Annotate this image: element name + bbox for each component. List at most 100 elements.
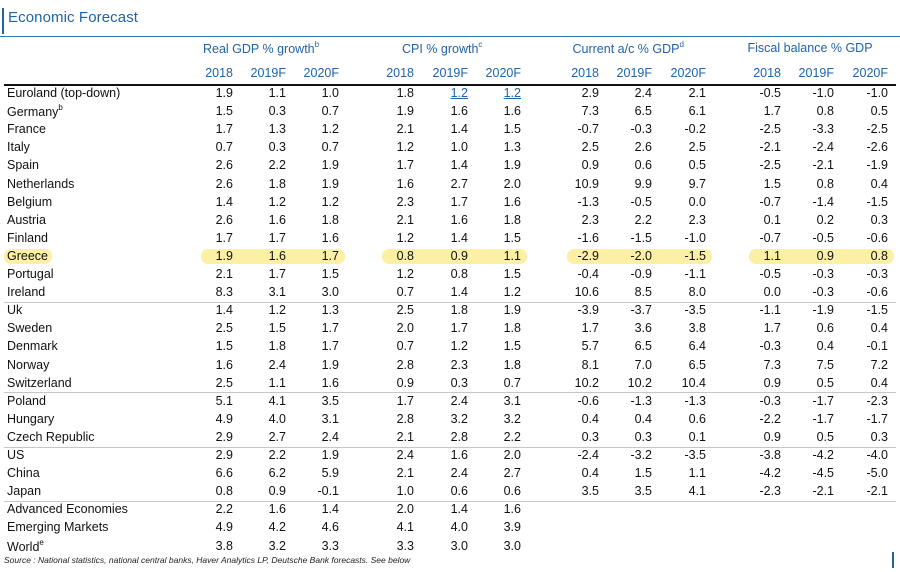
table-cell: 2.5 <box>215 375 233 390</box>
table-cell: -0.4 <box>577 267 599 281</box>
table-cell: 1.7 <box>321 248 339 263</box>
table-cell: -0.7 <box>577 122 599 137</box>
table-cell: 1.6 <box>268 248 286 263</box>
table-cell: -3.5 <box>684 303 706 318</box>
table-cell: 1.6 <box>450 448 468 462</box>
row-label-text: Euroland (top-down) <box>7 86 121 100</box>
table-cell: 2.4 <box>321 429 339 444</box>
highlight-band <box>567 248 712 264</box>
table-cell: 1.7 <box>396 158 414 173</box>
table-cell: 8.1 <box>581 357 599 372</box>
table-cell: 4.2 <box>268 520 286 535</box>
table-cell: -1.5 <box>684 248 706 263</box>
table-cell: 6.1 <box>688 104 706 119</box>
table-cell: -3.8 <box>759 448 781 462</box>
table-cell: 3.3 <box>321 538 339 553</box>
table-cell: 0.7 <box>215 140 233 155</box>
table-cell: 1.0 <box>396 484 414 499</box>
row-label-text: Ireland <box>7 285 46 300</box>
row-label: China <box>7 466 40 480</box>
table-cell: 0.8 <box>816 104 834 119</box>
table-cell: 2.4 <box>268 357 286 372</box>
table-cell: 2.3 <box>450 357 468 372</box>
table-row: Czech Republic 2.9 2.7 2.4 2.1 2.8 2.2 0.3 0.3 0.… <box>0 429 900 447</box>
table-cell: 0.6 <box>688 411 706 426</box>
table-cell: 6.2 <box>268 466 286 481</box>
table-cell: 1.2 <box>450 339 468 354</box>
row-label: Spain <box>7 158 39 172</box>
table-cell: 1.6 <box>503 502 521 517</box>
row-label: US <box>7 448 24 462</box>
row-label-text: France <box>7 122 46 137</box>
source-note: Source : National statistics, national c… <box>4 555 411 565</box>
table-cell: 0.5 <box>816 375 834 390</box>
table-cell: 1.7 <box>268 230 286 245</box>
table-cell: 2.1 <box>396 212 414 227</box>
footnote-marker: b <box>314 40 320 49</box>
table-cell: 1.2 <box>321 194 339 209</box>
row-label-text: Advanced Economies <box>7 502 128 517</box>
table-cell: 7.3 <box>581 104 599 119</box>
table-row: Switzerland 2.5 1.1 1.6 0.9 0.3 0.7 10.2 10.2 10.… <box>0 375 900 393</box>
group-header-label: CPI % growth <box>402 42 479 57</box>
table-cell: -3.5 <box>684 448 706 462</box>
table-cell: 8.3 <box>215 285 233 300</box>
table-cell: 1.2 <box>321 122 339 137</box>
table-cell: 1.5 <box>503 230 521 245</box>
table-cell: 2.2 <box>268 448 286 462</box>
table-cell: 1.6 <box>450 104 468 119</box>
table-cell: 1.6 <box>396 176 414 191</box>
table-cell: -2.1 <box>866 484 888 499</box>
row-label-text: Denmark <box>7 339 58 354</box>
row-label-text: Norway <box>7 357 50 372</box>
table-cell: 3.1 <box>321 411 339 426</box>
table-cell: 8.5 <box>634 285 652 300</box>
table-cell: 0.6 <box>634 158 652 173</box>
table-cell: 5.7 <box>581 339 599 354</box>
table-cell-link[interactable]: 1.2 <box>503 86 521 100</box>
highlight-band <box>382 248 527 264</box>
row-separator <box>4 500 896 502</box>
table-cell: 1.7 <box>215 230 233 245</box>
table-cell: -0.7 <box>759 230 781 245</box>
table-cell: 0.9 <box>450 248 468 263</box>
table-cell: 0.9 <box>396 375 414 390</box>
table-cell: 2.9 <box>581 86 599 100</box>
table-cell: 4.0 <box>268 411 286 426</box>
table-cell: 1.2 <box>268 194 286 209</box>
row-label-text: Czech Republic <box>7 429 95 444</box>
row-label: Advanced Economies <box>7 502 128 516</box>
table-cell: 0.8 <box>396 248 414 263</box>
table-cell: 1.7 <box>581 321 599 336</box>
table-cell: 2.5 <box>215 321 233 336</box>
table-cell: 1.6 <box>321 375 339 390</box>
table-cell: 3.8 <box>688 321 706 336</box>
table-cell: 0.3 <box>268 140 286 155</box>
highlight-band <box>749 248 894 264</box>
table-cell: 2.6 <box>634 140 652 155</box>
table-cell: -2.0 <box>630 248 652 263</box>
table-cell: 0.8 <box>450 267 468 281</box>
table-cell: -0.6 <box>577 393 599 408</box>
table-cell: -1.3 <box>577 194 599 209</box>
table-cell: 1.6 <box>268 502 286 517</box>
table-cell: -1.5 <box>630 230 652 245</box>
table-cell: 0.4 <box>870 176 888 191</box>
row-label: Netherlands <box>7 177 74 191</box>
table-cell: 2.4 <box>396 448 414 462</box>
table-row: US 2.9 2.2 1.9 2.4 1.6 2.0 -2.4 -3.2 -3.5 -3.8 -4.2… <box>0 447 900 465</box>
table-cell: 6.4 <box>688 339 706 354</box>
table-cell-link[interactable]: 1.2 <box>450 86 468 100</box>
table-cell: 1.6 <box>503 104 521 119</box>
title-bar: Economic Forecast <box>0 0 900 37</box>
table-cell: -1.7 <box>866 411 888 426</box>
table-cell: 2.6 <box>215 212 233 227</box>
table-cell: -1.1 <box>759 303 781 318</box>
table-cell: 1.4 <box>450 158 468 173</box>
table-cell: -1.0 <box>812 86 834 100</box>
table-cell: 1.4 <box>450 285 468 300</box>
year-header: 2018 <box>753 66 781 80</box>
table-cell: -1.5 <box>866 194 888 209</box>
year-header: 2020F <box>852 66 888 80</box>
table-row: Austria 2.6 1.6 1.8 2.1 1.6 1.8 2.3 2.2 2.3 0.1 0.2… <box>0 212 900 230</box>
